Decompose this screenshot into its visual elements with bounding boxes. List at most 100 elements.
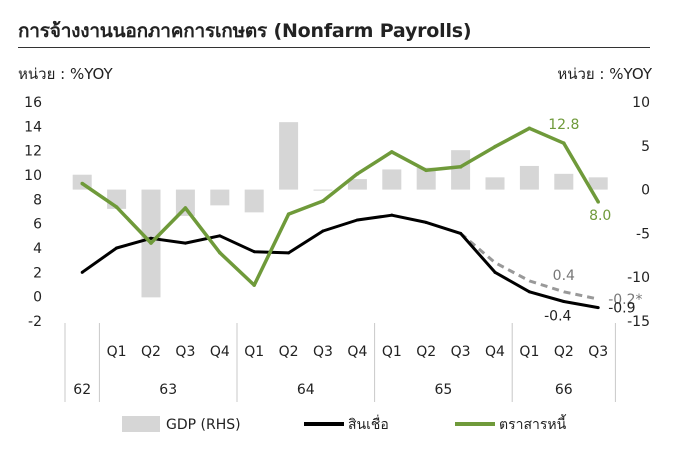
gdp-bar <box>485 177 505 190</box>
legend-label-gdp: GDP (RHS) <box>166 417 241 433</box>
gdp-bar <box>588 177 608 190</box>
right-axis-unit: หน่วย : %YOY <box>557 65 652 83</box>
quarter-tick-label: Q4 <box>485 344 505 360</box>
gdp-bar <box>382 169 402 190</box>
quarter-tick-label: Q1 <box>382 344 402 360</box>
debt-securities-point <box>458 165 463 169</box>
credit-point <box>80 270 84 274</box>
left-axis-tick-label: 8 <box>33 192 42 208</box>
right-axis-tick-label: 5 <box>641 139 650 155</box>
debt-securities-point <box>493 144 497 149</box>
quarter-tick-label: Q3 <box>451 344 471 360</box>
year-tick-label: 66 <box>555 382 573 398</box>
legend-label-credit: สินเชื่อ <box>348 415 389 433</box>
left-axis-tick-label: 0 <box>33 290 42 306</box>
year-tick-label: 64 <box>297 382 315 398</box>
right-axis-tick-label: -15 <box>627 314 650 330</box>
credit-point <box>390 213 394 217</box>
chart-title: การจ้างงานนอกภาคการเกษตร (Nonfarm Payrol… <box>18 20 472 42</box>
quarter-tick-label: Q2 <box>141 344 161 360</box>
credit-point <box>183 241 187 245</box>
legend-swatch-gdp <box>122 416 160 432</box>
debt-securities-point <box>149 241 153 245</box>
quarter-tick-label: Q1 <box>107 344 127 360</box>
credit-line <box>81 213 599 310</box>
year-tick-label: 63 <box>159 382 177 398</box>
gdp-bar <box>313 189 333 191</box>
data-labels: 12.8 8.0 0.4 -0.2* -0.4 -0.9 <box>544 117 642 324</box>
gdp-bar <box>175 189 195 216</box>
credit-forecast-line <box>459 232 599 301</box>
quarter-tick-label: Q2 <box>416 344 436 360</box>
quarter-tick-label: Q3 <box>313 344 333 360</box>
debt-securities-point <box>527 126 532 131</box>
credit-point <box>596 306 600 310</box>
x-axis: Q1 Q2 Q3 Q4 Q1 Q2 Q3 Q4 Q1 Q2 Q3 Q4 Q1 Q2 Q3 62 63 64 65 66 <box>64 323 616 402</box>
gdp-bar <box>451 150 471 190</box>
right-axis-tick-label: -10 <box>627 270 650 286</box>
quarter-tick-label: Q1 <box>519 344 539 360</box>
right-axis-tick-label: -5 <box>636 226 650 242</box>
left-axis-tick-label: 2 <box>33 265 42 281</box>
debt-securities-point <box>390 150 394 154</box>
credit-point <box>252 250 256 254</box>
left-axis-tick-label: 6 <box>33 217 42 233</box>
gdp-bar <box>554 173 574 190</box>
year-tick-label: 62 <box>73 382 91 398</box>
quarter-tick-label: Q1 <box>244 344 264 360</box>
label-forecast-q2: 0.4 <box>553 268 575 284</box>
left-axis-tick-label: 4 <box>33 241 42 257</box>
debt-securities-point <box>114 205 119 209</box>
gdp-bars <box>72 122 608 298</box>
credit-point <box>287 251 291 255</box>
credit-point <box>321 229 325 233</box>
title-divider <box>18 47 650 48</box>
quarter-tick-label: Q4 <box>347 344 367 360</box>
legend-label-debt-securities: ตราสารหนี้ <box>499 414 567 433</box>
credit-point <box>424 220 428 224</box>
label-credit-q2: -0.4 <box>544 309 571 325</box>
quarter-tick-label: Q4 <box>210 344 230 360</box>
left-axis-tick-label: 10 <box>24 168 42 184</box>
debt-securities-point <box>424 168 428 173</box>
debt-securities-point <box>562 141 566 145</box>
left-axis-tick-label: 14 <box>24 119 42 135</box>
year-tick-label: 65 <box>434 382 452 398</box>
credit-point <box>562 300 566 304</box>
left-axis-tick-label: 16 <box>24 95 42 111</box>
gdp-bar <box>347 179 367 190</box>
credit-point <box>459 231 463 235</box>
debt-securities-point <box>321 199 325 203</box>
credit-point <box>355 218 359 222</box>
debt-securities-point <box>596 200 600 204</box>
label-debt-q3: 8.0 <box>589 208 611 224</box>
debt-securities-line <box>81 126 600 287</box>
right-axis-tick-label: 10 <box>632 95 650 111</box>
quarter-tick-label: Q2 <box>554 344 574 360</box>
gdp-bar <box>210 189 230 206</box>
label-debt-q2: 12.8 <box>548 117 579 133</box>
credit-point <box>527 290 531 294</box>
credit-point <box>218 234 222 238</box>
left-axis-unit: หน่วย : %YOY <box>18 65 113 83</box>
gdp-bar <box>244 189 264 213</box>
debt-securities-point <box>286 212 291 216</box>
credit-point <box>493 270 497 274</box>
gdp-bar <box>279 122 299 190</box>
left-axis-tick-label: 12 <box>24 144 42 160</box>
quarter-tick-label: Q2 <box>279 344 299 360</box>
quarter-tick-label: Q3 <box>588 344 608 360</box>
debt-securities-point <box>183 206 188 210</box>
left-axis-tick-label: -2 <box>28 314 42 330</box>
debt-securities-point <box>252 283 256 287</box>
debt-securities-point <box>80 181 84 186</box>
debt-securities-point <box>218 250 222 255</box>
legend: GDP (RHS) สินเชื่อ ตราสารหนี้ <box>122 414 567 433</box>
series-lines <box>80 126 600 310</box>
gdp-bar <box>416 167 436 190</box>
quarter-tick-label: Q3 <box>175 344 195 360</box>
credit-point <box>149 236 153 240</box>
debt-securities-point <box>355 172 360 176</box>
label-forecast-q3: -0.2* <box>608 292 642 308</box>
